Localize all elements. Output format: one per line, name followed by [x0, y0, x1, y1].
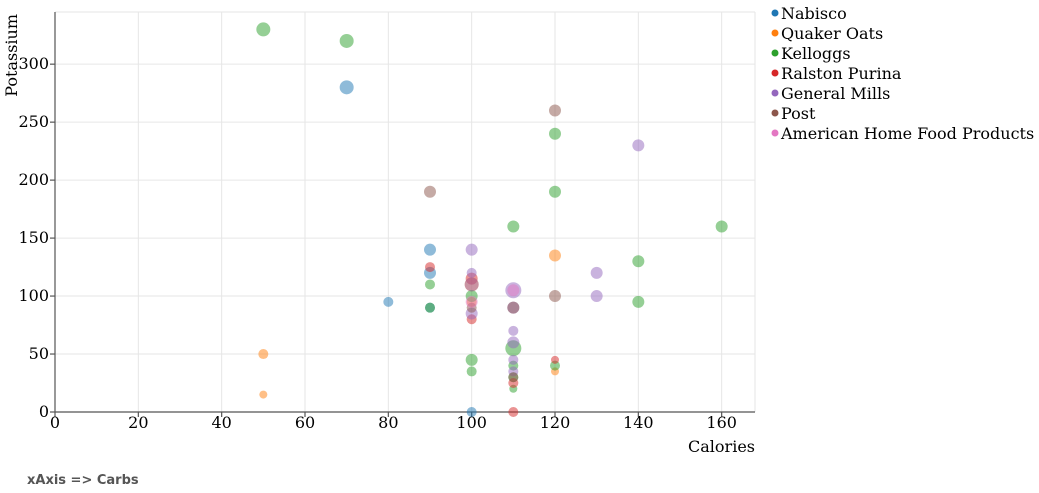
grid [54, 11, 756, 413]
x-tick-label: 60 [295, 413, 315, 432]
legend-label: American Home Food Products [780, 124, 1034, 143]
legend-label: Nabisco [781, 4, 847, 23]
legend-swatch [771, 89, 779, 97]
data-point-ralston-purina [551, 355, 559, 364]
data-point-kelloggs [549, 185, 561, 198]
data-point-general-mills [466, 267, 477, 278]
data-point-post [508, 372, 519, 383]
data-point-general-mills [464, 277, 479, 292]
legend-swatch [771, 29, 779, 37]
y-tick-label: 200 [18, 170, 49, 189]
legend-label: Post [781, 104, 816, 123]
x-axis-title: Calories [688, 437, 755, 456]
data-point-general-mills [508, 325, 519, 336]
data-point-kelloggs [425, 302, 435, 313]
data-point-nabisco [383, 296, 394, 307]
data-point-american-home-food-products [465, 295, 478, 308]
legend-swatch [771, 109, 779, 117]
x-tick-label: 160 [706, 413, 737, 432]
data-point-kelloggs [339, 33, 354, 48]
data-point-american-home-food-products [507, 284, 520, 297]
x-tick-label: 120 [540, 413, 571, 432]
legend-label: Kelloggs [781, 44, 851, 63]
data-point-general-mills [632, 139, 645, 152]
data-point-kelloggs [466, 366, 477, 377]
x-tick-label: 140 [623, 413, 654, 432]
legend-swatch [771, 129, 779, 137]
data-point-nabisco [339, 80, 354, 95]
y-tick-label: 250 [18, 112, 49, 131]
y-tick-label: 50 [29, 344, 49, 363]
data-point-general-mills [590, 290, 603, 303]
data-point-general-mills [590, 266, 603, 279]
x-tick-label: 40 [211, 413, 231, 432]
data-point-quaker-oats [258, 349, 269, 360]
legend-label: Quaker Oats [781, 24, 883, 43]
axes: 0 20 40 60 80 100 120 140 160 0 50 100 150 200 250 300 [18, 12, 755, 432]
data-point-kelloggs [632, 295, 645, 308]
data-point-post [549, 290, 561, 303]
data-point-kelloggs [425, 279, 435, 290]
data-point-post [549, 104, 561, 117]
data-point-general-mills [507, 336, 520, 349]
legend-label: General Mills [781, 84, 890, 103]
data-point-post [424, 185, 436, 198]
data-point-general-mills [465, 243, 478, 256]
data-point-kelloggs [256, 22, 271, 37]
data-point-general-mills [508, 354, 519, 365]
data-point-kelloggs [550, 360, 560, 371]
x-axis-note: xAxis => Carbs [27, 473, 139, 488]
legend-swatch [771, 69, 779, 77]
data-point-nabisco [466, 407, 477, 417]
y-tick-label: 300 [18, 54, 49, 73]
data-point-kelloggs [715, 220, 728, 233]
data-point-kelloggs [507, 220, 520, 233]
legend-swatch [771, 9, 779, 17]
y-axis-title: Potassium [2, 14, 21, 97]
data-point-kelloggs [632, 255, 645, 268]
y-tick-label: 0 [39, 402, 49, 421]
data-points [256, 22, 728, 417]
legend-swatch [771, 49, 779, 57]
data-point-kelloggs [549, 127, 561, 140]
data-point-quaker-oats [549, 249, 561, 262]
data-point-nabisco [424, 243, 436, 256]
data-point-post [507, 301, 520, 314]
x-tick-label: 80 [378, 413, 398, 432]
y-tick-label: 150 [18, 228, 49, 247]
y-tick-label: 100 [18, 286, 49, 305]
data-point-kelloggs [465, 353, 478, 366]
legend-label: Ralston Purina [781, 64, 902, 83]
x-tick-label: 20 [128, 413, 148, 432]
x-tick-label: 0 [50, 413, 60, 432]
x-tick-label: 100 [456, 413, 487, 432]
data-point-ralston-purina [508, 407, 519, 417]
data-point-ralston-purina [425, 262, 435, 273]
data-point-quaker-oats [259, 390, 268, 399]
